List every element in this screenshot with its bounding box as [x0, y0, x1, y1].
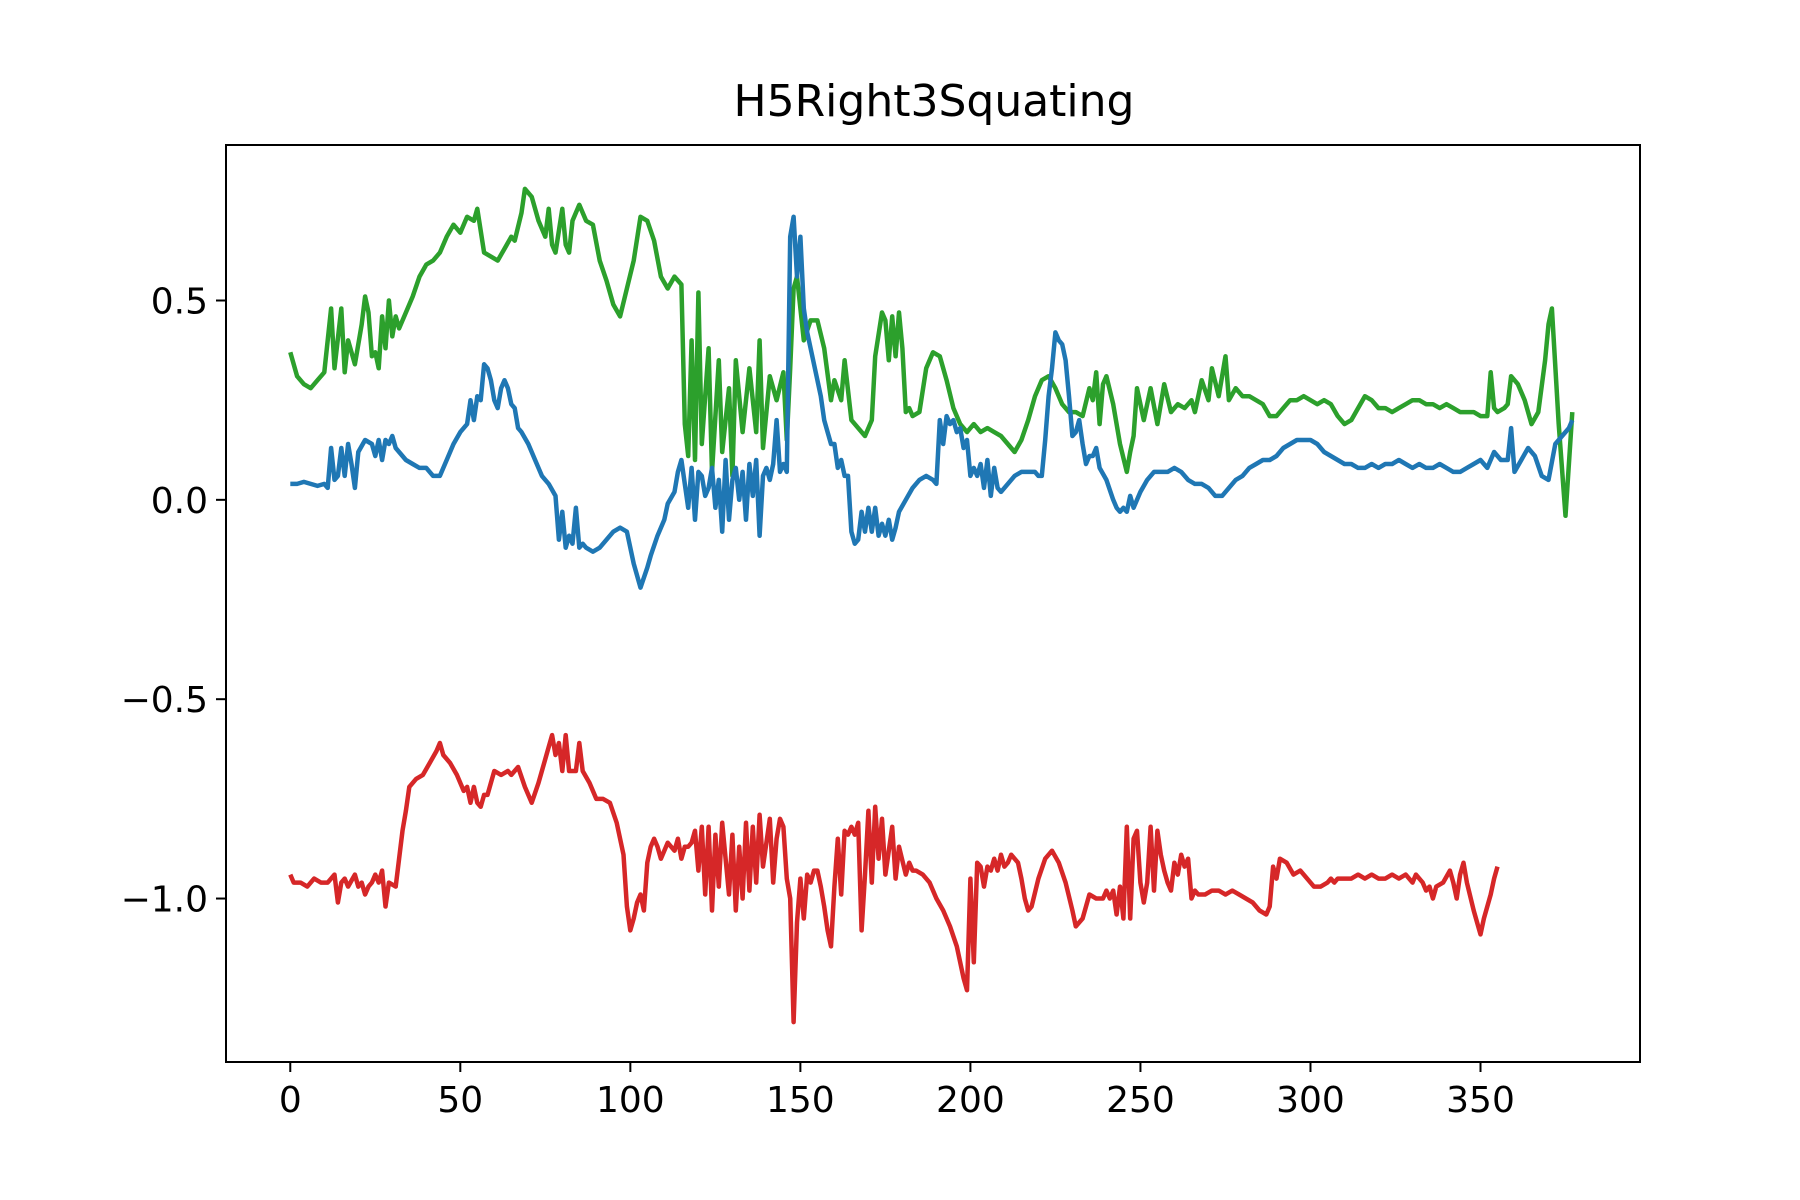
x-tick-label: 250 [1106, 1080, 1175, 1121]
x-axis: 0 50 100 150 200 250 300 350 [279, 1062, 1515, 1121]
axes-frame [225, 144, 1641, 1063]
chart-title: H5Right3Squating [734, 76, 1135, 127]
y-tick-label: −1.0 [121, 880, 208, 921]
x-tick-label: 50 [437, 1080, 483, 1121]
series-line-1 [288, 186, 1575, 519]
x-tick-label: 100 [596, 1080, 665, 1121]
y-tick-label: −0.5 [121, 680, 208, 721]
series-line-2 [290, 214, 1575, 590]
x-tick-label: 300 [1276, 1080, 1345, 1121]
x-tick-label: 200 [936, 1080, 1005, 1121]
series-line-3 [288, 732, 1500, 1025]
x-tick-label: 0 [279, 1080, 302, 1121]
series-layer [288, 186, 1575, 1025]
x-tick-label: 150 [766, 1080, 835, 1121]
x-tick-label: 350 [1446, 1080, 1515, 1121]
y-tick-label: 0.0 [151, 481, 208, 522]
y-axis: 0.5 0.0 −0.5 −1.0 [121, 281, 226, 921]
y-tick-label: 0.5 [151, 281, 208, 322]
